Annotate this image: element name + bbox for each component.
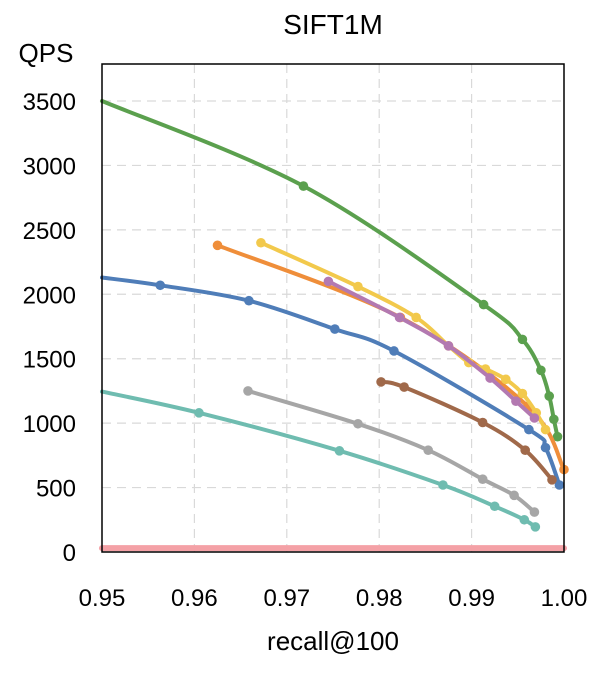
series-point xyxy=(489,501,500,512)
series-point xyxy=(330,324,340,334)
x-tick-label: 0.98 xyxy=(356,585,403,612)
chart-title: SIFT1M xyxy=(283,9,383,40)
series-point xyxy=(423,445,433,456)
series-point xyxy=(519,514,530,525)
series-point xyxy=(194,408,204,418)
series-point xyxy=(485,373,495,383)
series-point xyxy=(399,382,409,392)
series-point xyxy=(520,445,530,456)
series-point xyxy=(323,276,334,287)
series-point xyxy=(477,417,488,428)
y-tick-label: 2000 xyxy=(23,282,76,309)
x-tick-label: 0.97 xyxy=(263,585,310,612)
series-point xyxy=(554,480,565,490)
series-point xyxy=(477,474,488,484)
series-point xyxy=(389,346,399,356)
series-point xyxy=(529,507,540,517)
y-tick-label: 500 xyxy=(36,476,76,503)
series-line xyxy=(258,240,548,432)
x-tick-label: 0.95 xyxy=(79,585,126,612)
series-point xyxy=(552,431,563,442)
series-point xyxy=(529,413,540,423)
series-point xyxy=(530,522,541,532)
series-point xyxy=(243,386,253,396)
series-point xyxy=(517,334,528,345)
tick-labels: 0.95 0.96 0.97 0.98 0.99 1.00 0 500 1000 1500 2000… xyxy=(23,89,588,612)
x-axis-label: recall@100 xyxy=(267,626,399,656)
series-point xyxy=(244,295,254,306)
y-tick-label: 3000 xyxy=(23,153,76,180)
y-tick-label: 3500 xyxy=(23,89,76,116)
series-point xyxy=(509,490,519,501)
series-line xyxy=(246,388,537,515)
series-point xyxy=(511,396,521,407)
y-tick-label: 2500 xyxy=(23,218,76,245)
series-point xyxy=(500,374,511,385)
series-point xyxy=(353,418,363,429)
series-point xyxy=(540,442,551,453)
series-point xyxy=(438,480,448,490)
series-lines xyxy=(99,99,569,552)
series-point xyxy=(394,312,405,323)
series-point xyxy=(547,475,557,485)
x-tick-label: 0.96 xyxy=(171,585,218,612)
y-axis-label: QPS xyxy=(19,38,74,68)
plot-frame xyxy=(101,63,565,553)
series-point xyxy=(376,377,386,387)
series-point xyxy=(540,424,551,435)
series-point xyxy=(544,391,555,401)
grid-lines xyxy=(102,64,564,552)
series-point xyxy=(478,299,489,310)
y-tick-label: 0 xyxy=(63,540,76,567)
x-tick-label: 1.00 xyxy=(541,585,588,612)
y-tick-label: 1500 xyxy=(23,347,76,374)
series-point xyxy=(298,181,309,191)
series-point xyxy=(549,414,559,425)
series-line xyxy=(100,275,562,487)
x-tick-label: 0.99 xyxy=(448,585,495,612)
series-point xyxy=(517,388,528,399)
series-point xyxy=(334,446,345,456)
series-point xyxy=(536,365,546,376)
series-point xyxy=(524,424,534,435)
series-point xyxy=(443,341,454,351)
y-tick-label: 1000 xyxy=(23,411,76,438)
series-point xyxy=(256,237,266,248)
series-line xyxy=(100,99,560,439)
series-point xyxy=(155,280,166,291)
series-point xyxy=(212,240,223,251)
series-point xyxy=(411,312,421,323)
series-point xyxy=(353,281,363,292)
